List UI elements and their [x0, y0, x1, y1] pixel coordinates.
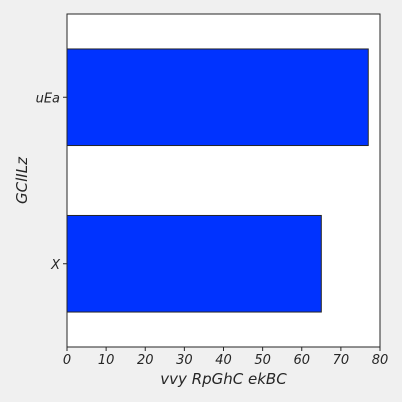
y-tick-label: X	[50, 258, 61, 273]
x-tick-label: 70	[333, 353, 350, 368]
x-tick-label: 50	[254, 353, 271, 368]
y-tick-label: uEa	[36, 91, 60, 106]
x-tick-label: 20	[137, 353, 154, 368]
x-axis-label: vvy RpGhC ekBC	[160, 370, 287, 388]
x-tick-label: 10	[98, 353, 115, 368]
x-tick-label: 40	[215, 353, 232, 368]
y-axis-label: GClILz	[13, 156, 31, 204]
x-tick-label: 0	[63, 353, 71, 368]
bar-X	[66, 214, 322, 313]
x-tick-label: 30	[176, 353, 193, 368]
bar-uEa	[66, 48, 369, 147]
x-tick-label: 60	[293, 353, 310, 368]
x-tick-label: 80	[372, 353, 389, 368]
